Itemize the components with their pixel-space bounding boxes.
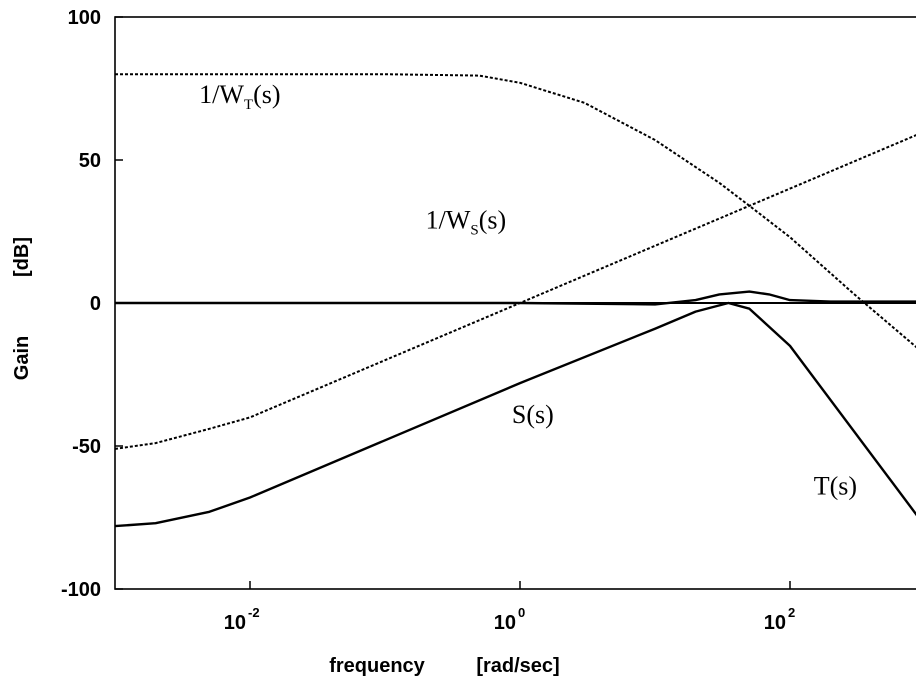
series-label: S(s) xyxy=(512,400,554,429)
series-line-s-s xyxy=(115,290,916,306)
y-tick-label: 100 xyxy=(68,7,101,29)
x-tick-base: 10 xyxy=(494,612,516,634)
series-line-1-w-t-s xyxy=(115,73,916,349)
x-tick-exponent: 2 xyxy=(788,605,795,620)
x-axis-ticks: 10 -2 10 0 10 2 xyxy=(224,581,795,634)
series-label: T(s) xyxy=(814,472,857,501)
series-label: 1/WT(s) xyxy=(199,80,280,113)
x-axis-label: frequency xyxy=(329,655,425,677)
series-lines xyxy=(114,73,916,528)
x-axis-unit: [rad/sec] xyxy=(476,655,559,677)
x-tick-base: 10 xyxy=(764,612,786,634)
y-tick-label: -100 xyxy=(61,579,101,601)
y-axis-label: Gain xyxy=(11,336,33,380)
y-axis-unit: [dB] xyxy=(11,237,33,277)
y-tick-label: 50 xyxy=(79,150,101,172)
y-tick-label: -50 xyxy=(72,436,101,458)
x-tick-base: 10 xyxy=(224,612,246,634)
series-labels: 1/WT(s) 1/WS(s) S(s) T(s) xyxy=(199,80,857,501)
y-tick-label: 0 xyxy=(90,293,101,315)
y-axis-ticks: 100 50 0 -50 -100 xyxy=(61,7,123,601)
series-line-1-w-s-s xyxy=(114,134,916,450)
series-line-t-s xyxy=(114,301,916,528)
series-label: 1/WS(s) xyxy=(426,206,507,239)
x-tick-exponent: 0 xyxy=(518,605,525,620)
x-tick-exponent: -2 xyxy=(248,605,260,620)
